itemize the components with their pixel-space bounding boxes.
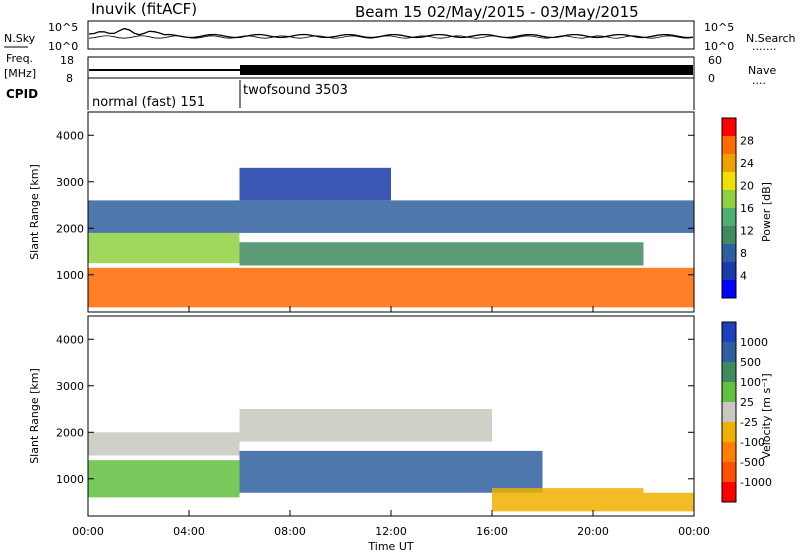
cpid-mode-twofsound: twofsound 3503	[243, 83, 348, 98]
colorbar-tick-label: 20	[740, 180, 754, 193]
colorbar-tick-label: -500	[740, 456, 765, 469]
colorbar-tick-label: 16	[740, 202, 754, 215]
freq-right-tick-bottom: 0	[708, 72, 715, 85]
beam-date-title: Beam 15 02/May/2015 - 03/May/2015	[355, 3, 639, 21]
heatmap-band	[643, 492, 694, 512]
site-title: Inuvik (fitACF)	[91, 0, 198, 18]
colorbar-swatch	[722, 422, 736, 443]
y-tick-label: 1000	[56, 269, 84, 282]
velocity-colorbar: 1000 500 100 25 -25 -100 -500 -1000 Velocity [m…	[721, 321, 773, 503]
y-tick-label: 2000	[56, 426, 84, 439]
colorbar-swatch	[722, 118, 736, 137]
freq-left-tick-top: 18	[60, 54, 74, 67]
noise-right-tick-top: 10^5	[704, 21, 734, 34]
colorbar-swatch	[722, 462, 736, 483]
velocity-ylabel: Slant Range [km]	[28, 368, 41, 464]
power-colorbar-label: Power [dB]	[760, 182, 773, 242]
y-tick-label: 4000	[56, 129, 84, 142]
power-heatmap	[88, 167, 694, 308]
freq-left-label-2: [MHz]	[4, 67, 36, 80]
colorbar-tick-label: 25	[740, 396, 754, 409]
heatmap-band	[88, 200, 694, 233]
colorbar-swatch	[722, 322, 736, 343]
cpid-label: CPID	[6, 87, 38, 101]
x-tick-label: 20:00	[577, 525, 609, 538]
velocity-colorbar-label: Velocity [m s⁻¹]	[760, 373, 773, 458]
colorbar-swatch	[722, 172, 736, 191]
cpid-panel: CPID normal (fast) 151 twofsound 3503	[6, 78, 695, 110]
noise-left-tick-bottom: 10^0	[48, 40, 78, 53]
x-tick-label: 00:00	[678, 525, 710, 538]
colorbar-tick-label: 8	[740, 247, 747, 260]
frequency-panel: Freq. [MHz] 18 8 60 0 Nave ....	[4, 52, 776, 87]
noise-left-label: N.Sky	[4, 32, 36, 45]
colorbar-tick-label: 100	[740, 376, 761, 389]
colorbar-swatch	[722, 442, 736, 463]
heatmap-band	[239, 242, 644, 266]
colorbar-swatch	[722, 244, 736, 263]
power-ylabel: Slant Range [km]	[28, 164, 41, 260]
heatmap-band	[239, 409, 492, 442]
freq-left-label-1: Freq.	[6, 52, 33, 65]
x-tick-label: 00:00	[72, 525, 104, 538]
x-tick-label: 16:00	[476, 525, 508, 538]
colorbar-tick-label: -1000	[740, 476, 772, 489]
colorbar-tick-label: 4	[740, 270, 747, 283]
heatmap-band	[239, 167, 391, 201]
noise-search-trace	[88, 35, 694, 39]
heatmap-band	[492, 488, 644, 512]
colorbar-swatch	[722, 342, 736, 363]
freq-band-late	[240, 65, 693, 75]
colorbar-swatch	[722, 208, 736, 227]
x-tick-label: 08:00	[274, 525, 306, 538]
velocity-panel: Slant Range [km] 4000 3000 2000 1000 00:00 0…	[28, 315, 710, 553]
heatmap-band	[88, 232, 240, 264]
power-colorbar: 28 24 20 16 12 8 4 Power [dB]	[721, 117, 773, 299]
freq-right-label: Nave	[748, 64, 776, 77]
colorbar-tick-label: 24	[740, 157, 754, 170]
colorbar-tick-label: 500	[740, 356, 761, 369]
colorbar-swatch	[722, 154, 736, 173]
y-tick-label: 4000	[56, 333, 84, 346]
colorbar-tick-label: 12	[740, 225, 754, 238]
y-tick-label: 3000	[56, 176, 84, 189]
heatmap-band	[88, 267, 694, 308]
colorbar-swatch	[722, 382, 736, 403]
colorbar-swatch	[722, 280, 736, 299]
heatmap-band	[239, 450, 543, 493]
x-tick-label: 04:00	[173, 525, 205, 538]
noise-right-dots: .......	[752, 40, 776, 53]
colorbar-swatch	[722, 226, 736, 245]
power-panel: Slant Range [km] 4000 3000 2000 1000	[28, 111, 695, 313]
noise-right-tick-bottom: 10^0	[704, 40, 734, 53]
heatmap-band	[88, 460, 240, 498]
heatmap-band	[88, 432, 240, 456]
noise-right-label: N.Search	[746, 32, 796, 45]
colorbar-tick-label: 28	[740, 135, 754, 148]
y-tick-label: 3000	[56, 380, 84, 393]
x-tick-label: 12:00	[375, 525, 407, 538]
noise-panel: N.Sky 10^5 10^0 10^5 10^0 N.Search .....…	[4, 20, 796, 53]
x-axis-label: Time UT	[367, 540, 413, 553]
colorbar-swatch	[722, 136, 736, 155]
velocity-heatmap	[88, 409, 694, 512]
colorbar-swatch	[722, 262, 736, 281]
freq-right-dots: ....	[752, 74, 766, 87]
colorbar-swatch	[722, 482, 736, 503]
colorbar-tick-label: -100	[740, 436, 765, 449]
freq-left-tick-bottom: 8	[66, 72, 73, 85]
freq-right-tick-top: 60	[708, 54, 722, 67]
colorbar-tick-label: -25	[740, 416, 758, 429]
colorbar-swatch	[722, 362, 736, 383]
y-tick-label: 1000	[56, 473, 84, 486]
colorbar-swatch	[722, 190, 736, 209]
colorbar-swatch	[722, 402, 736, 423]
colorbar-tick-label: 1000	[740, 336, 768, 349]
noise-left-tick-top: 10^5	[48, 21, 78, 34]
y-tick-label: 2000	[56, 222, 84, 235]
cpid-mode-normal: normal (fast) 151	[92, 95, 205, 110]
